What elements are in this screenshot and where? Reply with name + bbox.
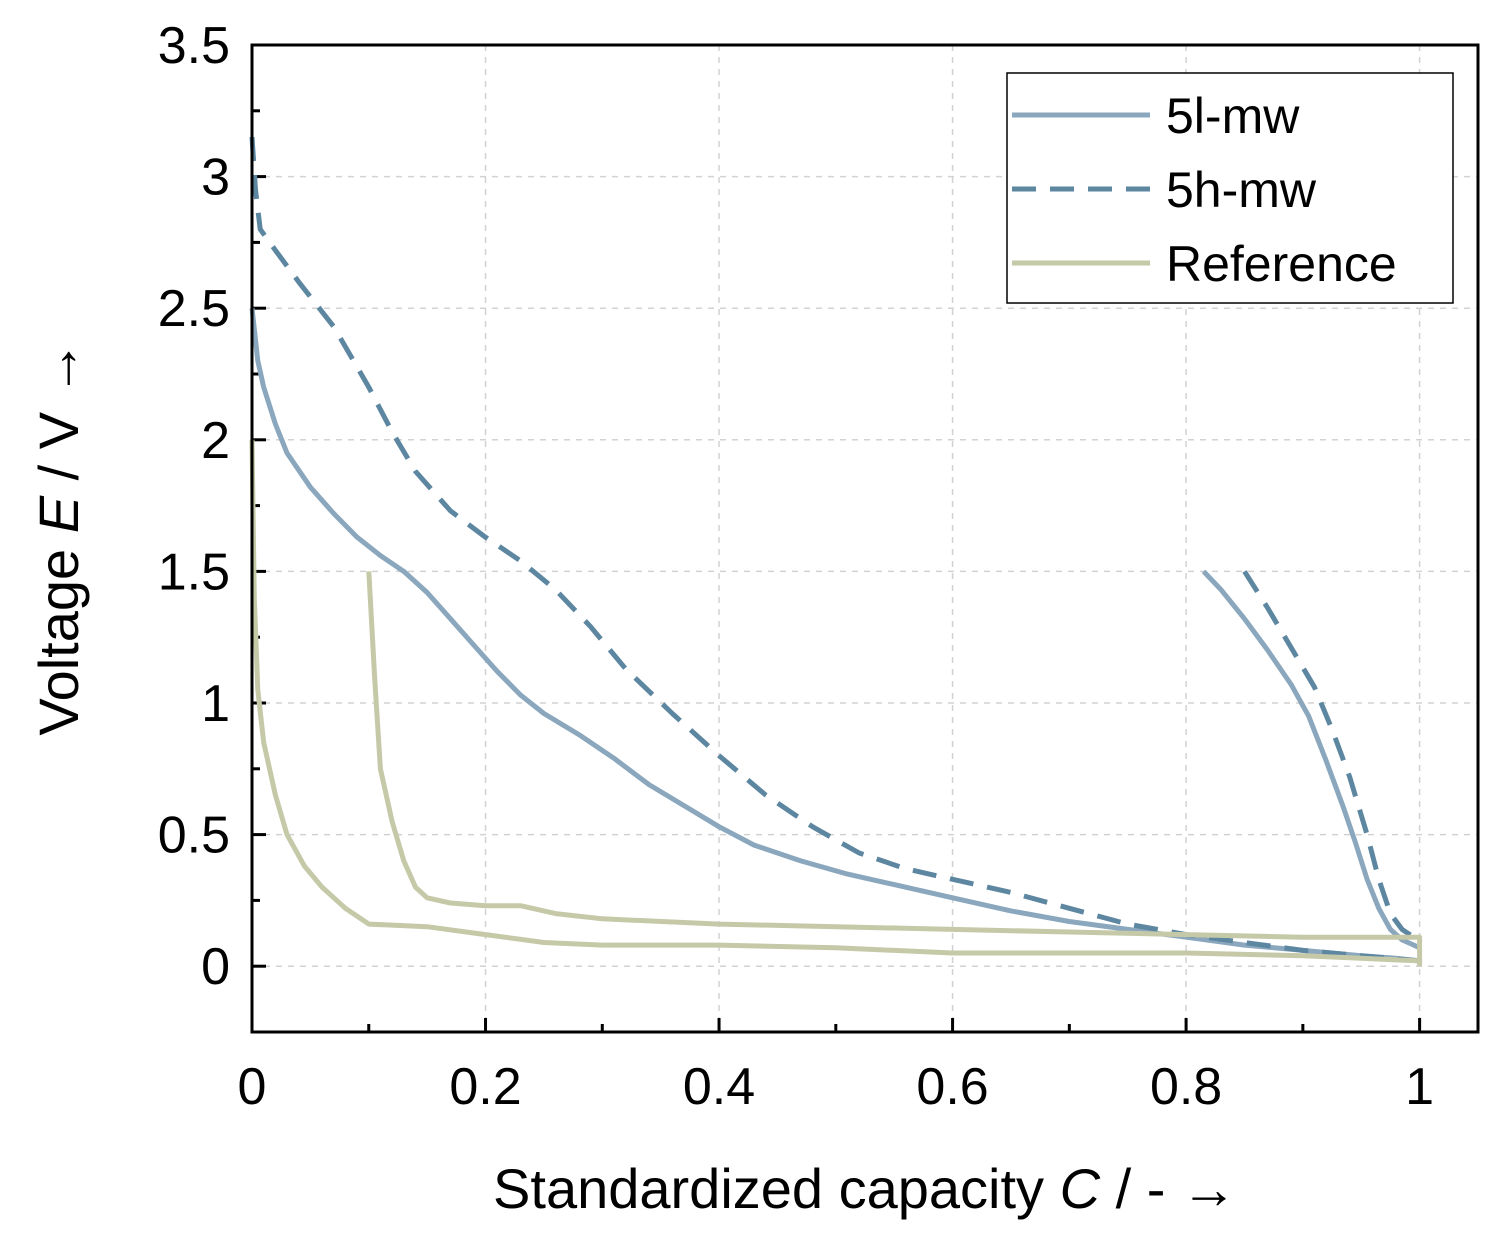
x-tick-label: 0 xyxy=(238,1058,267,1116)
y-tick-label: 2 xyxy=(201,412,230,470)
y-tick-label: 2.5 xyxy=(158,280,230,338)
x-tick-label: 1 xyxy=(1405,1058,1434,1116)
x-tick-label: 0.8 xyxy=(1150,1058,1222,1116)
x-tick-label: 0.6 xyxy=(916,1058,988,1116)
y-tick-label: 0.5 xyxy=(158,807,230,865)
y-tick-label: 0 xyxy=(201,938,230,996)
legend: 5l-mw 5h-mw Reference xyxy=(1006,72,1454,304)
x-tick-label: 0.2 xyxy=(449,1058,521,1116)
legend-label-reference: Reference xyxy=(1166,236,1397,292)
y-tick-label: 1 xyxy=(201,675,230,733)
x-tick-label: 0.4 xyxy=(683,1058,755,1116)
y-tick-label: 3.5 xyxy=(158,17,230,75)
plot-frame xyxy=(250,43,1480,1034)
y-tick-label: 1.5 xyxy=(158,543,230,601)
legend-label-5h-mw: 5h-mw xyxy=(1166,162,1317,218)
series-line-5h-mw xyxy=(249,136,1420,964)
series-group xyxy=(249,136,1423,967)
series-line-reference xyxy=(249,439,1420,964)
y-tick-label: 3 xyxy=(201,149,230,207)
x-axis-label: Standardized capacity C / - → xyxy=(493,1157,1237,1220)
series-line-5l-mw xyxy=(249,307,1420,964)
series-line-reference xyxy=(366,571,1423,967)
tick-labels: 0 0.2 0.4 0.6 0.8 1 0 0.5 1 1.5 2 2.5 3 3.5 xyxy=(158,17,1434,1116)
series-line-5l-mw xyxy=(1201,569,1421,951)
y-axis-label: Voltage E / V → xyxy=(27,340,90,735)
legend-label-5l-mw: 5l-mw xyxy=(1166,88,1300,144)
series-line-5h-mw xyxy=(1242,570,1421,943)
